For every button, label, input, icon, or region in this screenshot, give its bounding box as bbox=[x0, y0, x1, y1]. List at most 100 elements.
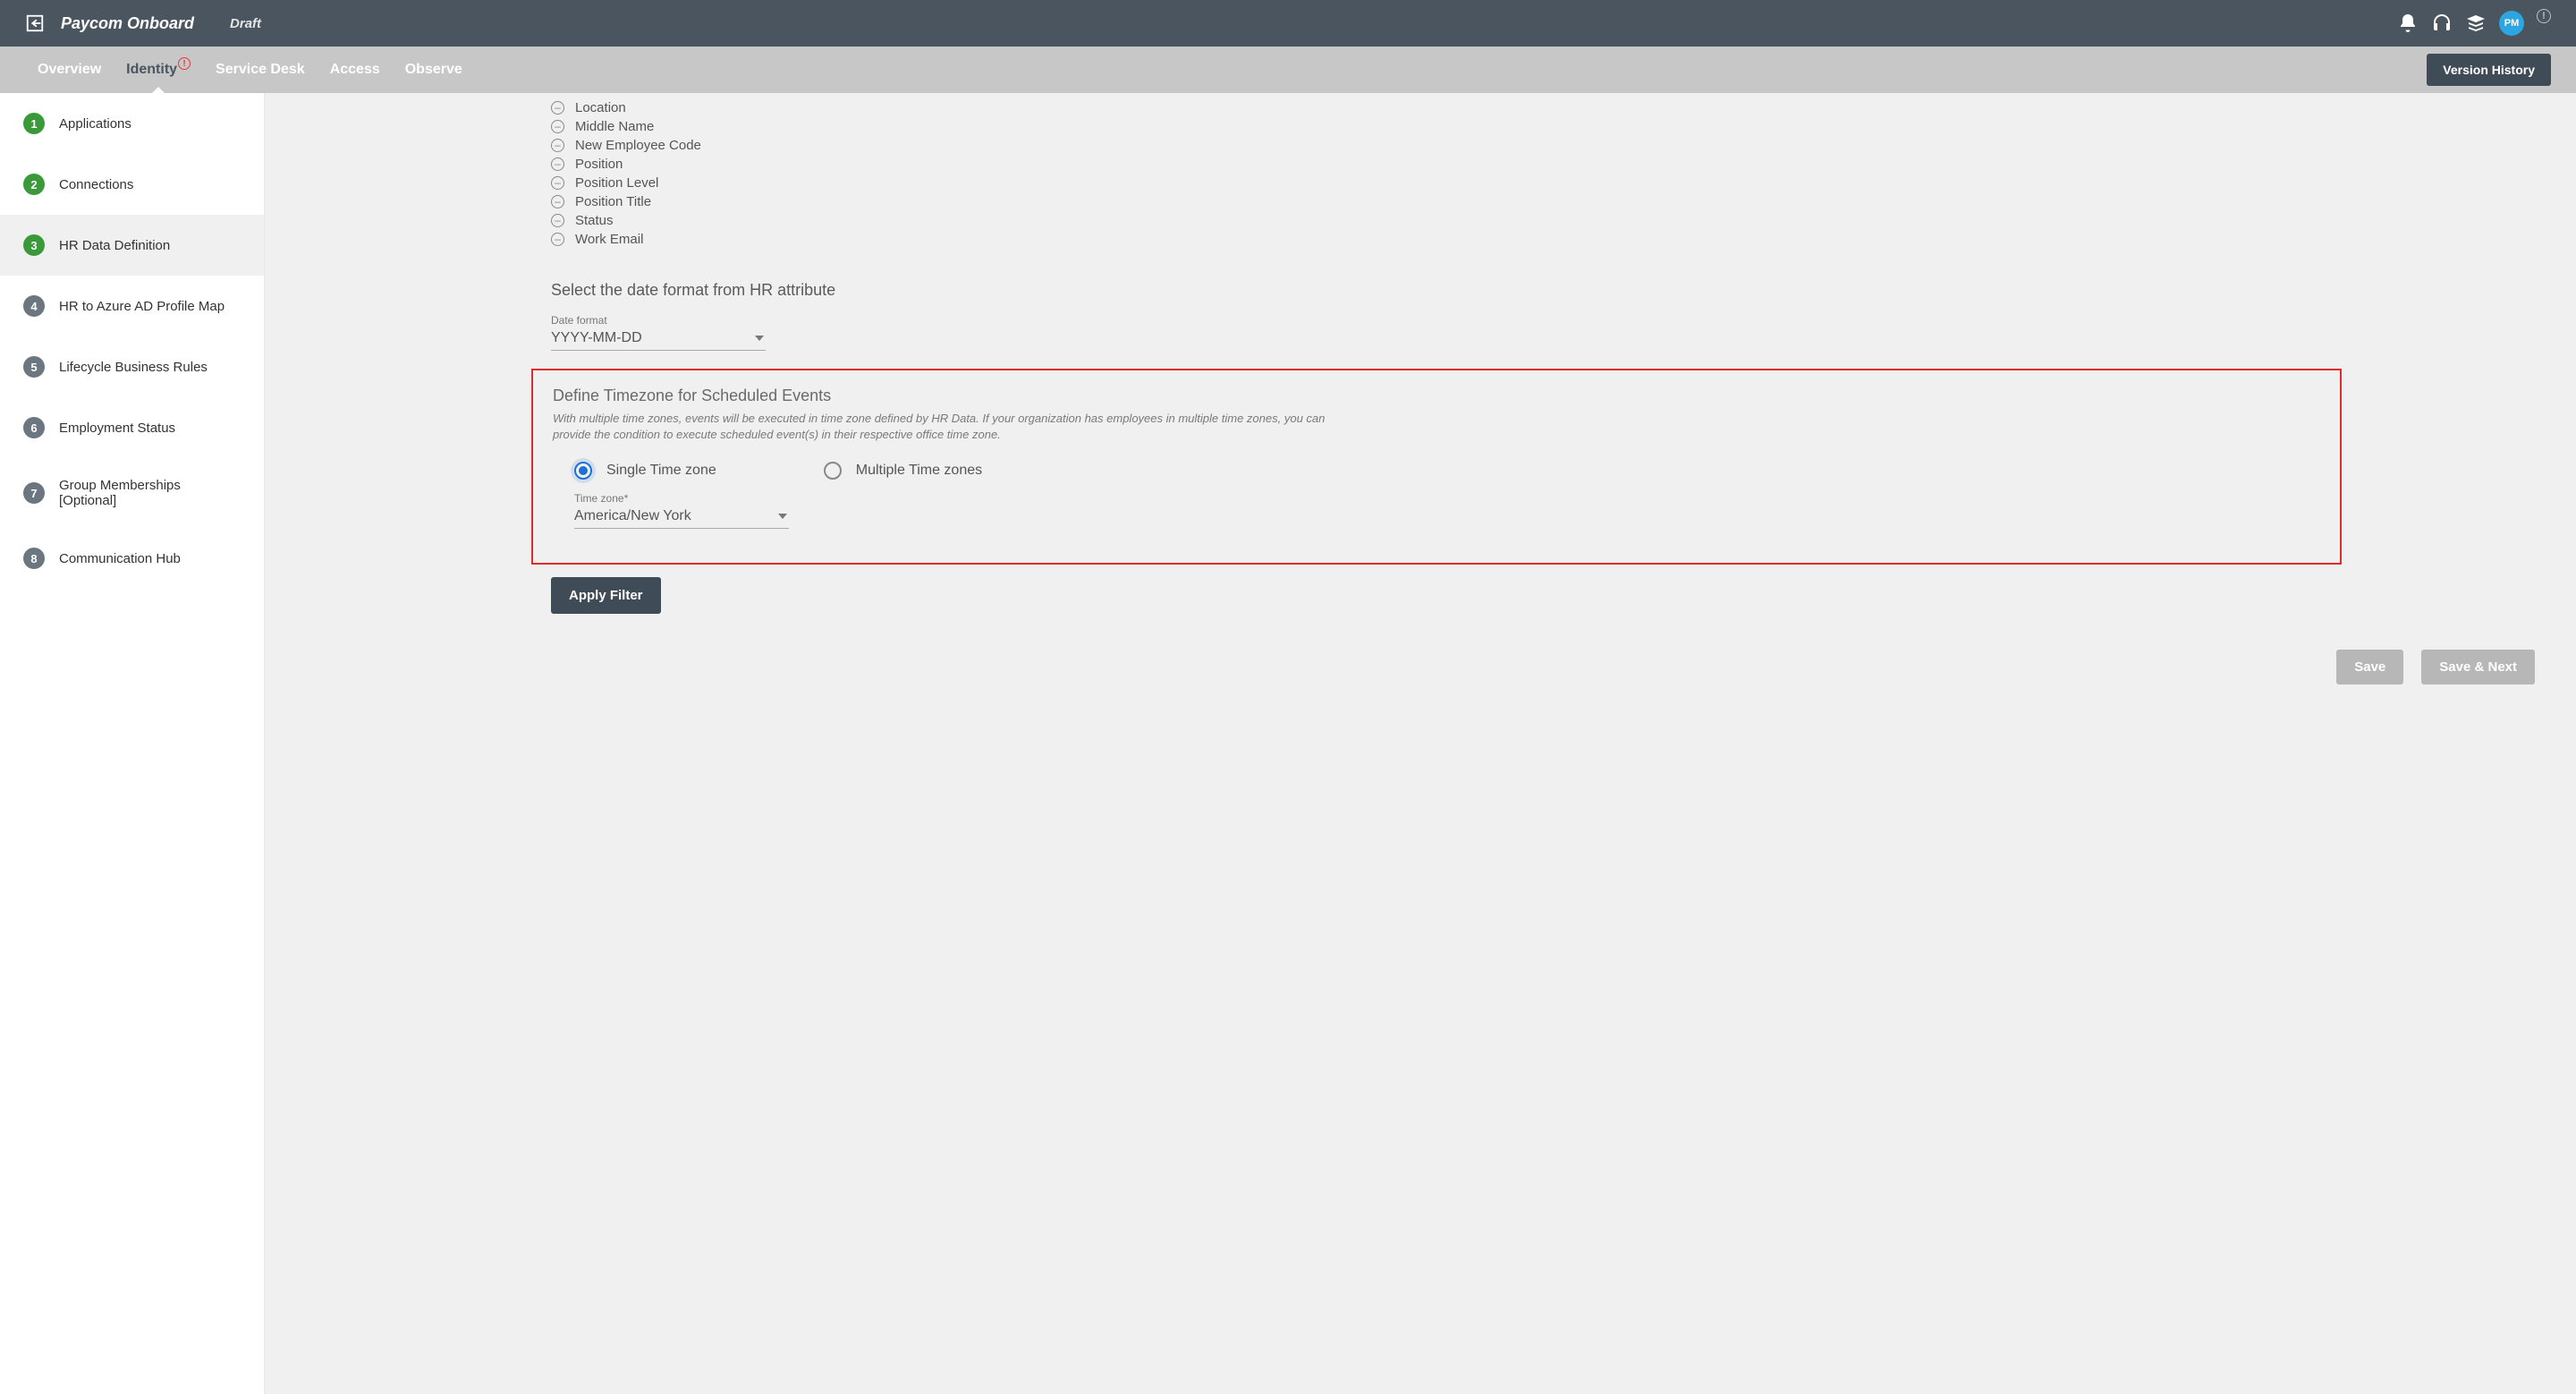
timezone-field: Time zone* America/New York bbox=[574, 492, 789, 529]
sidebar-item-label: Lifecycle Business Rules bbox=[59, 360, 208, 375]
field-label: Date format bbox=[551, 314, 766, 327]
attribute-label: Status bbox=[575, 213, 614, 228]
content: Location Middle Name New Employee Code P… bbox=[265, 93, 2576, 1394]
tab-label: Access bbox=[330, 62, 380, 78]
sidebar-item-label: Applications bbox=[59, 116, 131, 132]
tab-service-desk[interactable]: Service Desk bbox=[203, 47, 318, 93]
sidebar-item-label: Communication Hub bbox=[59, 551, 181, 566]
attribute-row: Position bbox=[551, 155, 2576, 174]
info-icon[interactable]: ! bbox=[2537, 9, 2551, 23]
attribute-label: Middle Name bbox=[575, 119, 654, 134]
sidebar-item-communication-hub[interactable]: 8 Communication Hub bbox=[0, 528, 264, 589]
sidebar-item-applications[interactable]: 1 Applications bbox=[0, 93, 264, 154]
sidebar-item-employment-status[interactable]: 6 Employment Status bbox=[0, 397, 264, 458]
version-history-button[interactable]: Version History bbox=[2427, 54, 2551, 86]
attribute-row: Middle Name bbox=[551, 117, 2576, 136]
tab-label: Observe bbox=[405, 62, 462, 78]
tab-label: Overview bbox=[38, 62, 101, 78]
radio-icon bbox=[824, 462, 842, 480]
attribute-row: Work Email bbox=[551, 230, 2576, 249]
stack-icon[interactable] bbox=[2465, 13, 2487, 34]
step-number: 7 bbox=[23, 482, 45, 504]
save-button[interactable]: Save bbox=[2336, 650, 2403, 684]
step-number: 3 bbox=[23, 234, 45, 256]
remove-icon[interactable] bbox=[551, 139, 564, 152]
sidebar-item-group-memberships[interactable]: 7 Group Memberships [Optional] bbox=[0, 458, 264, 528]
step-number: 6 bbox=[23, 417, 45, 438]
top-header: Paycom Onboard Draft PM ! bbox=[0, 0, 2576, 47]
radio-icon bbox=[574, 462, 592, 480]
sidebar-item-hr-data-definition[interactable]: 3 HR Data Definition bbox=[0, 215, 264, 276]
chevron-down-icon bbox=[778, 514, 787, 519]
date-format-field: Date format YYYY-MM-DD bbox=[551, 314, 766, 351]
chevron-down-icon bbox=[755, 336, 764, 341]
attribute-row: Position Level bbox=[551, 174, 2576, 192]
attribute-label: New Employee Code bbox=[575, 138, 701, 153]
remove-icon[interactable] bbox=[551, 195, 564, 208]
remove-icon[interactable] bbox=[551, 157, 564, 171]
remove-icon[interactable] bbox=[551, 101, 564, 115]
back-icon[interactable] bbox=[25, 13, 45, 33]
attribute-row: Status bbox=[551, 211, 2576, 230]
step-number: 1 bbox=[23, 113, 45, 134]
tab-label: Identity bbox=[126, 62, 177, 78]
remove-icon[interactable] bbox=[551, 214, 564, 227]
attribute-label: Position Title bbox=[575, 194, 651, 209]
date-format-heading: Select the date format from HR attribute bbox=[551, 281, 2576, 300]
remove-icon[interactable] bbox=[551, 233, 564, 246]
sidebar-item-label: Connections bbox=[59, 177, 133, 192]
tab-access[interactable]: Access bbox=[318, 47, 393, 93]
tab-label: Service Desk bbox=[216, 62, 305, 78]
remove-icon[interactable] bbox=[551, 120, 564, 133]
sidebar-item-label: HR Data Definition bbox=[59, 238, 170, 253]
sidebar-item-connections[interactable]: 2 Connections bbox=[0, 154, 264, 215]
radio-label: Multiple Time zones bbox=[856, 463, 982, 479]
attribute-list: Location Middle Name New Employee Code P… bbox=[551, 98, 2576, 249]
timezone-panel: Define Timezone for Scheduled Events Wit… bbox=[531, 369, 2342, 565]
tab-bar: Overview Identity! Service Desk Access O… bbox=[0, 47, 2576, 93]
attribute-label: Position bbox=[575, 157, 623, 172]
save-next-button[interactable]: Save & Next bbox=[2421, 650, 2535, 684]
sidebar-item-label: Employment Status bbox=[59, 421, 175, 436]
status-badge: Draft bbox=[230, 16, 261, 31]
sidebar: 1 Applications 2 Connections 3 HR Data D… bbox=[0, 93, 265, 1394]
app-title: Paycom Onboard bbox=[61, 14, 194, 33]
apply-filter-button[interactable]: Apply Filter bbox=[551, 577, 661, 614]
sidebar-item-hr-azure-map[interactable]: 4 HR to Azure AD Profile Map bbox=[0, 276, 264, 336]
footer-buttons: Save Save & Next bbox=[265, 614, 2576, 720]
sidebar-item-label: Group Memberships [Optional] bbox=[59, 478, 241, 508]
radio-label: Single Time zone bbox=[606, 463, 716, 479]
select-value: YYYY-MM-DD bbox=[551, 330, 642, 346]
header-actions: PM ! bbox=[2397, 11, 2551, 36]
field-label: Time zone* bbox=[574, 492, 789, 505]
tab-overview[interactable]: Overview bbox=[25, 47, 114, 93]
attribute-label: Position Level bbox=[575, 175, 658, 191]
tab-identity[interactable]: Identity! bbox=[114, 47, 203, 93]
step-number: 4 bbox=[23, 295, 45, 317]
tab-observe[interactable]: Observe bbox=[393, 47, 475, 93]
step-number: 8 bbox=[23, 548, 45, 569]
remove-icon[interactable] bbox=[551, 176, 564, 190]
timezone-radio-group: Single Time zone Multiple Time zones bbox=[574, 462, 2320, 480]
select-value: America/New York bbox=[574, 508, 691, 524]
bell-icon[interactable] bbox=[2397, 13, 2419, 34]
attribute-label: Work Email bbox=[575, 232, 643, 247]
sidebar-item-lifecycle-rules[interactable]: 5 Lifecycle Business Rules bbox=[0, 336, 264, 397]
timezone-heading: Define Timezone for Scheduled Events bbox=[553, 387, 2320, 405]
attribute-row: Location bbox=[551, 98, 2576, 117]
avatar[interactable]: PM bbox=[2499, 11, 2524, 36]
headphones-icon[interactable] bbox=[2431, 13, 2453, 34]
step-number: 2 bbox=[23, 174, 45, 195]
timezone-description: With multiple time zones, events will be… bbox=[553, 411, 1340, 442]
attribute-row: Position Title bbox=[551, 192, 2576, 211]
date-format-select[interactable]: YYYY-MM-DD bbox=[551, 327, 766, 351]
attribute-row: New Employee Code bbox=[551, 136, 2576, 155]
attribute-label: Location bbox=[575, 100, 626, 115]
timezone-select[interactable]: America/New York bbox=[574, 505, 789, 529]
alert-icon: ! bbox=[178, 57, 191, 70]
radio-multiple-timezones[interactable]: Multiple Time zones bbox=[824, 462, 982, 480]
sidebar-item-label: HR to Azure AD Profile Map bbox=[59, 299, 225, 314]
step-number: 5 bbox=[23, 356, 45, 378]
radio-single-timezone[interactable]: Single Time zone bbox=[574, 462, 716, 480]
main-layout: 1 Applications 2 Connections 3 HR Data D… bbox=[0, 93, 2576, 1394]
